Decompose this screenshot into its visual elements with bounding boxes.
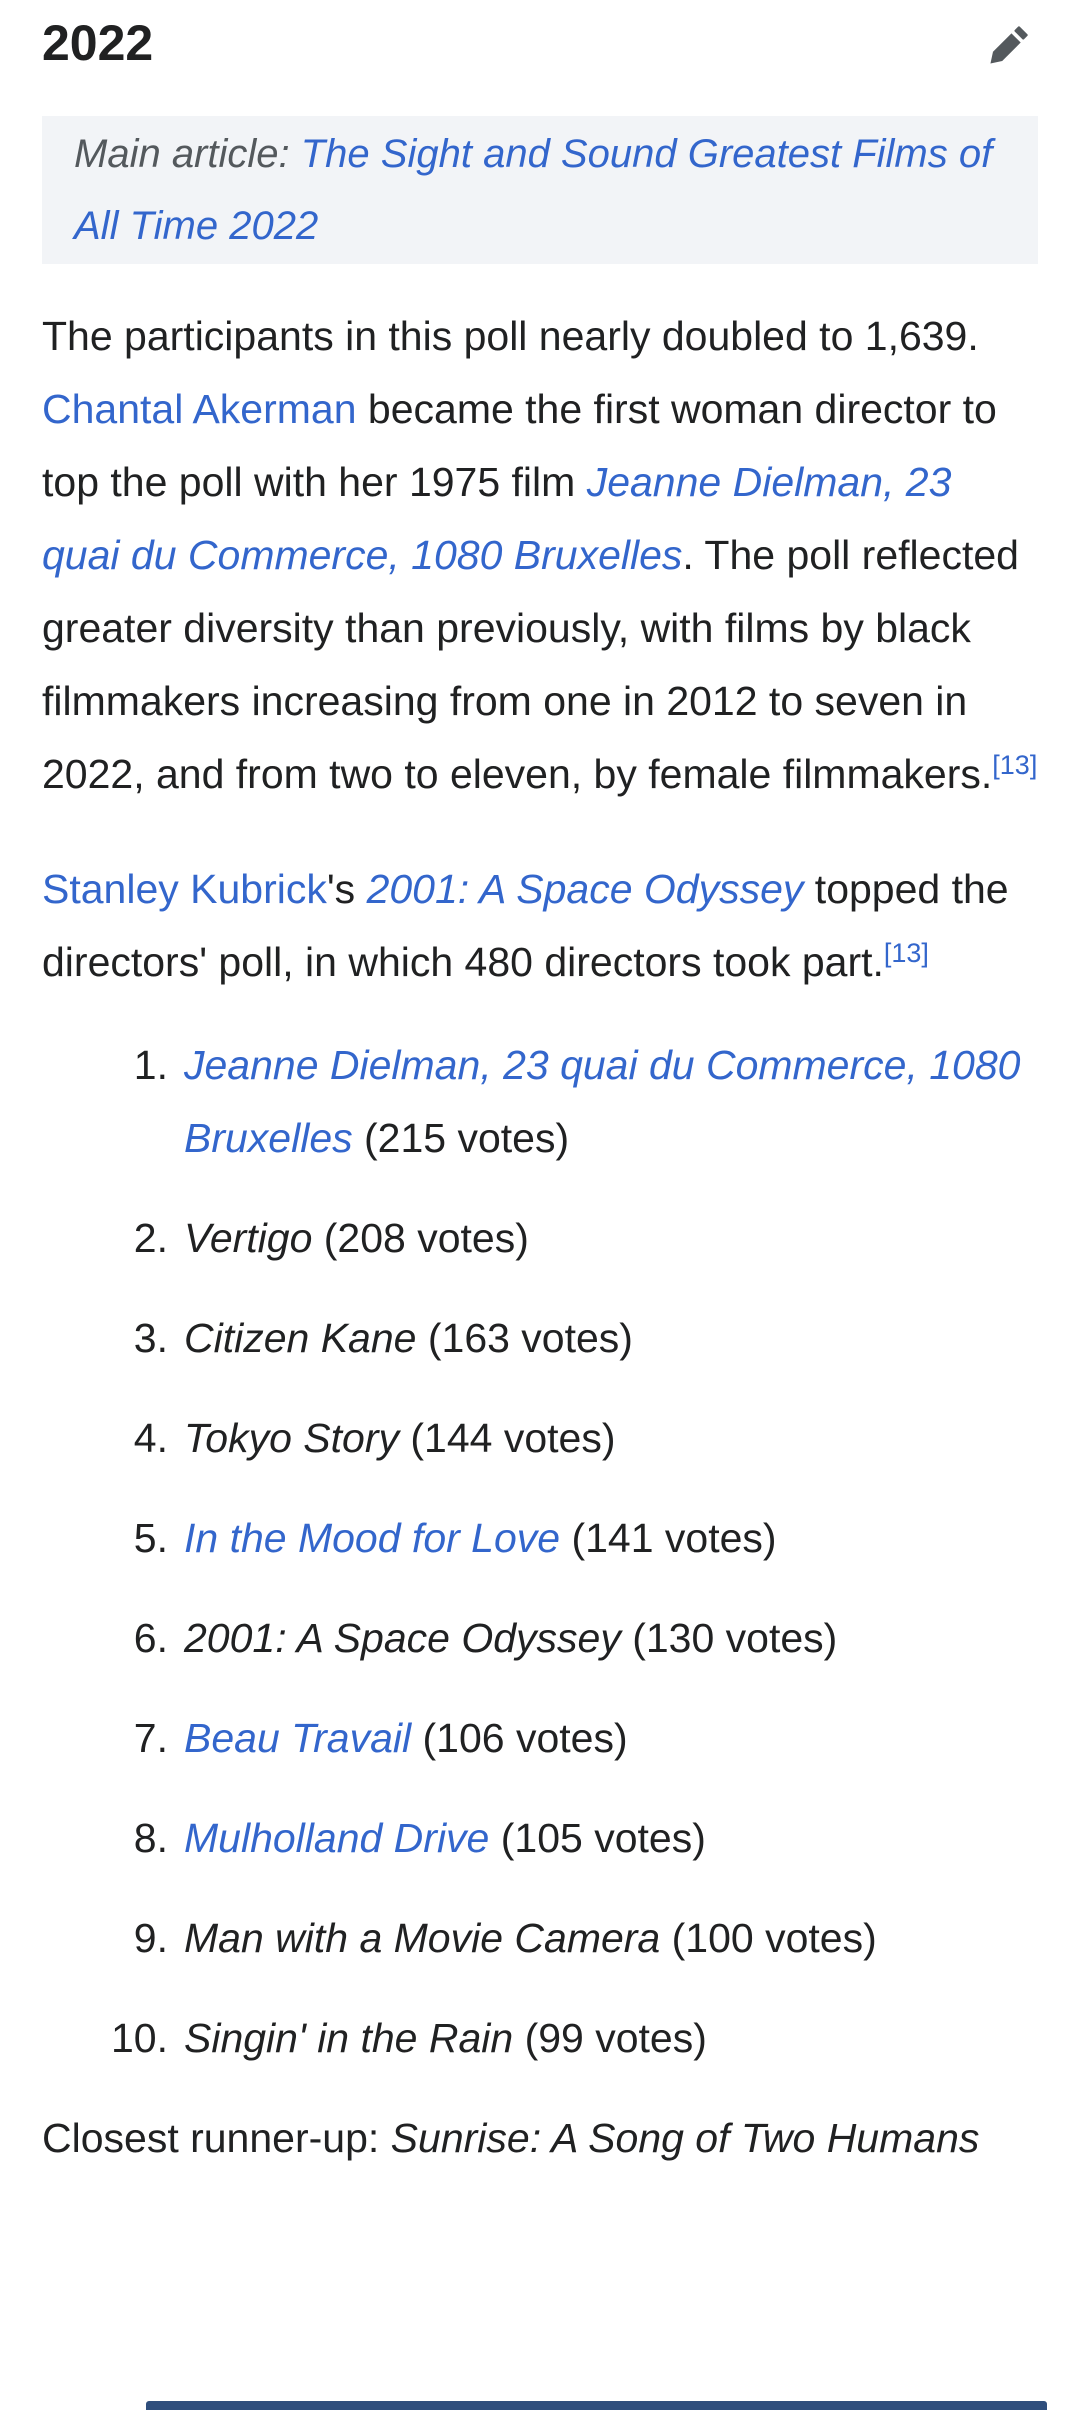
rank-number: 4. <box>133 1415 168 1461</box>
directors-poll-list: 1. Jeanne Dielman, 23 quai du Commerce, 1… <box>42 1029 1038 2075</box>
list-item-rank-7: 7. Beau Travail (106 votes) <box>42 1702 1038 1775</box>
vote-count: (215 votes) <box>352 1115 570 1161</box>
rank-number: 10. <box>111 2015 168 2061</box>
film-title-sunrise: Sunrise: A Song of Two Humans <box>390 2115 980 2161</box>
rank-number: 5. <box>133 1515 168 1561</box>
vote-count: (141 votes) <box>560 1515 777 1561</box>
vote-count: (144 votes) <box>398 1415 616 1461</box>
text-segment: The participants in this poll nearly dou… <box>42 313 979 359</box>
rank-number: 6. <box>133 1615 168 1661</box>
film-title-singin-in-the-rain: Singin' in the Rain <box>184 2015 514 2061</box>
reference-13-link[interactable]: [13] <box>992 750 1038 780</box>
text-segment: . The poll reflected greater diversity t… <box>42 532 1019 797</box>
rank-number: 8. <box>133 1815 168 1861</box>
rank-number: 7. <box>133 1715 168 1761</box>
list-item-rank-5: 5. In the Mood for Love (141 votes) <box>42 1502 1038 1575</box>
paragraph-directors-poll: Stanley Kubrick's 2001: A Space Odyssey … <box>42 853 1038 999</box>
hatnote-main-article-link[interactable]: The Sight and Sound Greatest Films of Al… <box>74 132 993 248</box>
edit-section-button[interactable] <box>976 16 1038 78</box>
text-segment: became the first woman director to top t… <box>42 386 997 505</box>
navbox-edge-bar <box>146 2401 1047 2410</box>
rank-number: 3. <box>133 1315 168 1361</box>
list-item-rank-6: 6. 2001: A Space Odyssey (130 votes) <box>42 1602 1038 1675</box>
vote-count: (208 votes) <box>312 1215 529 1261</box>
reference-13-link[interactable]: [13] <box>883 938 929 968</box>
film-title-tokyo-story: Tokyo Story <box>184 1415 399 1461</box>
text-segment: 's <box>326 866 367 912</box>
list-item-rank-8: 8. Mulholland Drive (105 votes) <box>42 1802 1038 1875</box>
list-item-rank-2: 2. Vertigo (208 votes) <box>42 1202 1038 1275</box>
film-link-beau-travail[interactable]: Beau Travail <box>184 1715 412 1761</box>
film-title-citizen-kane: Citizen Kane <box>184 1315 417 1361</box>
vote-count: (100 votes) <box>660 1915 877 1961</box>
list-item-rank-10: 10. Singin' in the Rain (99 votes) <box>42 2002 1038 2075</box>
vote-count: (163 votes) <box>416 1315 633 1361</box>
film-title-2001-a-space-odyssey: 2001: A Space Odyssey <box>184 1615 621 1661</box>
rank-number: 9. <box>133 1915 168 1961</box>
link-2001-a-space-odyssey[interactable]: 2001: A Space Odyssey <box>366 866 804 912</box>
rank-number: 2. <box>133 1215 168 1261</box>
film-title-vertigo: Vertigo <box>184 1215 313 1261</box>
hatnote-prefix: Main article: <box>74 132 301 176</box>
vote-count: (130 votes) <box>620 1615 838 1661</box>
vote-count: (105 votes) <box>489 1815 706 1861</box>
film-link-mulholland-drive[interactable]: Mulholland Drive <box>184 1815 490 1861</box>
pencil-icon <box>990 26 1028 64</box>
link-jeanne-dielman[interactable]: Jeanne Dielman, 23 quai du Commerce, 108… <box>42 459 952 578</box>
film-link-jeanne-dielman[interactable]: Jeanne Dielman, 23 quai du Commerce, 108… <box>184 1042 1021 1161</box>
vote-count: (99 votes) <box>513 2015 707 2061</box>
link-chantal-akerman[interactable]: Chantal Akerman <box>42 386 357 432</box>
list-item-rank-9: 9. Man with a Movie Camera (100 votes) <box>42 1902 1038 1975</box>
film-title-man-with-a-movie-camera: Man with a Movie Camera <box>184 1915 661 1961</box>
section-header: 2022 <box>42 0 1038 78</box>
hatnote: Main article: The Sight and Sound Greate… <box>42 116 1038 264</box>
list-item-rank-1: 1. Jeanne Dielman, 23 quai du Commerce, 1… <box>42 1029 1038 1175</box>
section-title: 2022 <box>42 15 154 71</box>
paragraph-poll-participants: The participants in this poll nearly dou… <box>42 300 1038 811</box>
paragraph-runner-up: Closest runner-up: Sunrise: A Song of Tw… <box>42 2102 1038 2175</box>
list-item-rank-3: 3. Citizen Kane (163 votes) <box>42 1302 1038 1375</box>
text-segment: topped the directors' poll, in which 480… <box>42 866 1009 985</box>
runner-up-label: Closest runner-up: <box>42 2115 391 2161</box>
film-link-in-the-mood-for-love[interactable]: In the Mood for Love <box>184 1515 561 1561</box>
vote-count: (106 votes) <box>411 1715 628 1761</box>
list-item-rank-4: 4. Tokyo Story (144 votes) <box>42 1402 1038 1475</box>
link-stanley-kubrick[interactable]: Stanley Kubrick <box>42 866 327 912</box>
rank-number: 1. <box>133 1042 168 1088</box>
article-section: 2022 Main article: The Sight and Sound G… <box>42 0 1038 2175</box>
